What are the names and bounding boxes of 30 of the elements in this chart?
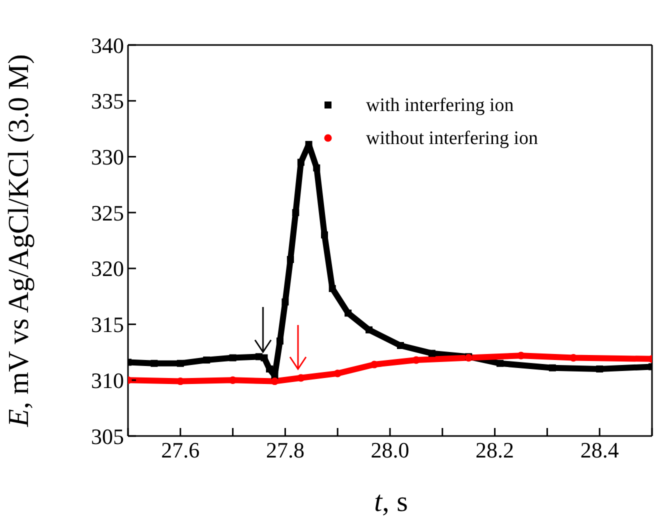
- x-tick-label: 27.6: [161, 438, 200, 463]
- x-axis-title: t, s: [374, 486, 408, 517]
- y-tick-label: 335: [91, 88, 124, 114]
- point: [270, 377, 279, 386]
- point: [344, 310, 352, 317]
- point: [370, 360, 378, 368]
- y-tick-label: 340: [91, 32, 124, 58]
- point: [266, 365, 273, 372]
- x-tick-label: 28.0: [370, 438, 410, 463]
- y-tick-label: 315: [91, 312, 124, 338]
- y-tick-label: 310: [91, 368, 124, 393]
- x-tick-label: 27.8: [266, 438, 304, 463]
- point: [297, 374, 305, 382]
- point: [328, 285, 336, 292]
- point: [396, 342, 404, 350]
- x-tick-label: 28.4: [580, 438, 619, 463]
- point: [313, 164, 320, 172]
- point: [260, 354, 268, 362]
- x-tick-label: 28.2: [476, 438, 514, 463]
- legend-label: without interfering ion: [366, 128, 539, 149]
- y-tick-label: 325: [91, 200, 124, 226]
- point: [297, 158, 304, 166]
- point: [334, 370, 342, 378]
- y-tick-label: 320: [91, 256, 124, 282]
- legend-label: with interfering ion: [366, 95, 514, 116]
- y-axis-title: E, mV vs Ag/AgCl/KCl (3.0 M): [3, 54, 35, 428]
- y-tick-label: 330: [91, 144, 124, 170]
- y-tick-label: 305: [91, 424, 124, 449]
- point: [517, 352, 525, 360]
- point: [366, 326, 373, 334]
